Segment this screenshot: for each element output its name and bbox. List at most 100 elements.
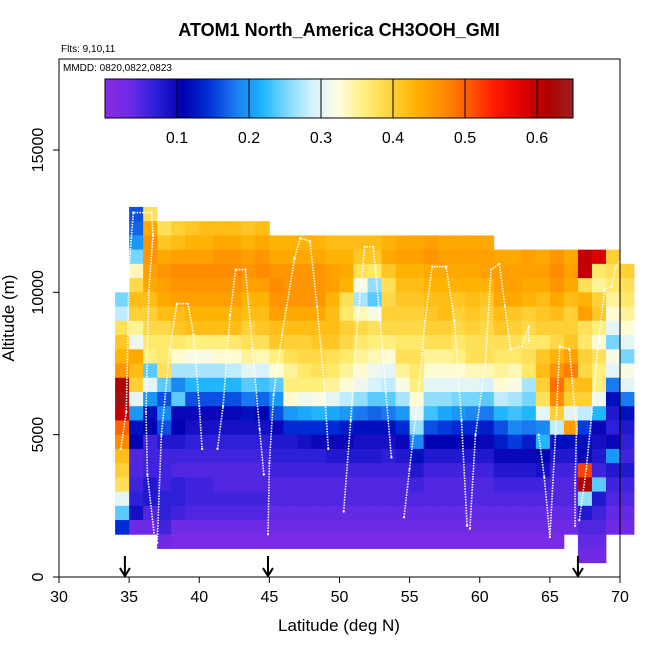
heatmap-cell: [451, 377, 467, 393]
heatmap-cell: [395, 235, 411, 251]
heatmap-cell: [227, 335, 242, 350]
heatmap-cell: [423, 377, 439, 393]
heatmap-cell: [129, 363, 144, 379]
heatmap-cell: [129, 420, 144, 436]
heatmap-cell: [297, 377, 312, 393]
profile-trace-point: [147, 291, 150, 294]
heatmap-cell: [115, 420, 130, 436]
heatmap-cell: [171, 278, 186, 293]
arrow-head: [572, 567, 584, 578]
heatmap-cell: [157, 463, 172, 478]
heatmap-cell: [535, 249, 551, 265]
heatmap-cell: [171, 377, 186, 393]
colorbar-tick-label: 0.2: [238, 130, 260, 147]
heatmap-cell: [339, 477, 354, 492]
profile-trace-point: [484, 362, 487, 365]
heatmap-cell: [437, 363, 453, 379]
heatmap-cell: [353, 249, 368, 265]
heatmap-cell: [381, 434, 396, 450]
heatmap-cell: [549, 363, 565, 379]
heatmap-cell: [269, 335, 284, 350]
heatmap-cell: [620, 377, 635, 393]
heatmap-cell: [353, 377, 368, 393]
heatmap-cell: [339, 391, 354, 407]
heatmap-cell: [577, 477, 593, 492]
profile-trace-point: [327, 447, 330, 450]
heatmap-cell: [549, 306, 565, 322]
heatmap-cell: [297, 363, 312, 379]
heatmap-cell: [297, 420, 312, 436]
heatmap-cell: [423, 320, 439, 336]
heatmap-cell: [535, 349, 551, 364]
profile-trace-point: [474, 433, 477, 436]
heatmap-cell: [185, 491, 200, 507]
heatmap-cell: [493, 263, 509, 279]
profile-trace-point: [160, 433, 163, 436]
profile-trace-point: [175, 302, 178, 305]
profile-trace-point: [574, 482, 577, 485]
heatmap-cell: [605, 505, 621, 521]
heatmap-cell: [325, 349, 340, 364]
heatmap-cell: [213, 292, 228, 307]
heatmap-cell: [339, 491, 354, 507]
heatmap-cell: [199, 448, 214, 464]
profile-trace-point: [509, 348, 512, 351]
heatmap-cell: [535, 505, 551, 521]
heatmap-cell: [213, 221, 228, 236]
heatmap-cell: [297, 235, 312, 251]
heatmap-cell: [129, 448, 144, 464]
heatmap-cell: [620, 335, 635, 350]
heatmap-cell: [563, 377, 579, 393]
heatmap-cell: [395, 349, 411, 364]
heatmap-cell: [535, 320, 551, 336]
heatmap-cell: [269, 249, 284, 265]
heatmap-cell: [213, 463, 228, 478]
heatmap-cell: [199, 292, 214, 307]
heatmap-cell: [493, 434, 509, 450]
heatmap-cell: [185, 534, 200, 549]
heatmap-cell: [521, 377, 537, 393]
heatmap-cell: [521, 520, 537, 535]
heatmap-cell: [227, 278, 242, 293]
heatmap-cell: [479, 505, 495, 521]
heatmap-cell: [367, 434, 382, 450]
heatmap-cell: [563, 520, 579, 535]
heatmap-cell: [451, 406, 467, 421]
profile-trace-point: [503, 305, 507, 308]
profile-trace-point: [527, 325, 530, 328]
heatmap-cell: [479, 292, 495, 307]
heatmap-cell: [325, 406, 340, 421]
heatmap-cell: [367, 463, 382, 478]
heatmap-cell: [409, 377, 425, 393]
heatmap-cell: [605, 349, 621, 364]
heatmap-cell: [605, 406, 621, 421]
heatmap-cell: [465, 391, 481, 407]
heatmap-cell: [620, 363, 635, 379]
heatmap-cell: [451, 520, 467, 535]
heatmap-cell: [620, 477, 635, 492]
heatmap-cell: [437, 491, 453, 507]
heatmap-cell: [325, 434, 340, 450]
heatmap-cell: [437, 420, 453, 436]
heatmap-cell: [283, 349, 298, 364]
heatmap-cell: [437, 448, 453, 464]
heatmap-cell: [605, 377, 621, 393]
heatmap-cell: [115, 477, 130, 492]
heatmap-cell: [283, 320, 298, 336]
profile-trace-line: [537, 345, 578, 538]
heatmap-cell: [143, 320, 158, 336]
profile-trace-point: [192, 333, 195, 337]
heatmap-cell: [535, 363, 551, 379]
heatmap-cell: [283, 377, 298, 393]
profile-trace-point: [445, 265, 448, 268]
heatmap-cell: [605, 520, 621, 535]
axes: 30 35 40 45 50 55 60 65 70 0 5000 10000 15000: [30, 128, 629, 606]
heatmap-cell: [479, 278, 495, 293]
colorbar: 0.1 0.2 0.3 0.4 0.5 0.6: [104, 78, 574, 147]
heatmap-cell: [535, 520, 551, 535]
heatmap-cell: [241, 377, 256, 393]
heatmap-cell: [423, 278, 439, 293]
heatmap-cell: [507, 520, 523, 535]
profile-trace-point: [132, 211, 135, 214]
heatmap-cell: [115, 363, 130, 379]
